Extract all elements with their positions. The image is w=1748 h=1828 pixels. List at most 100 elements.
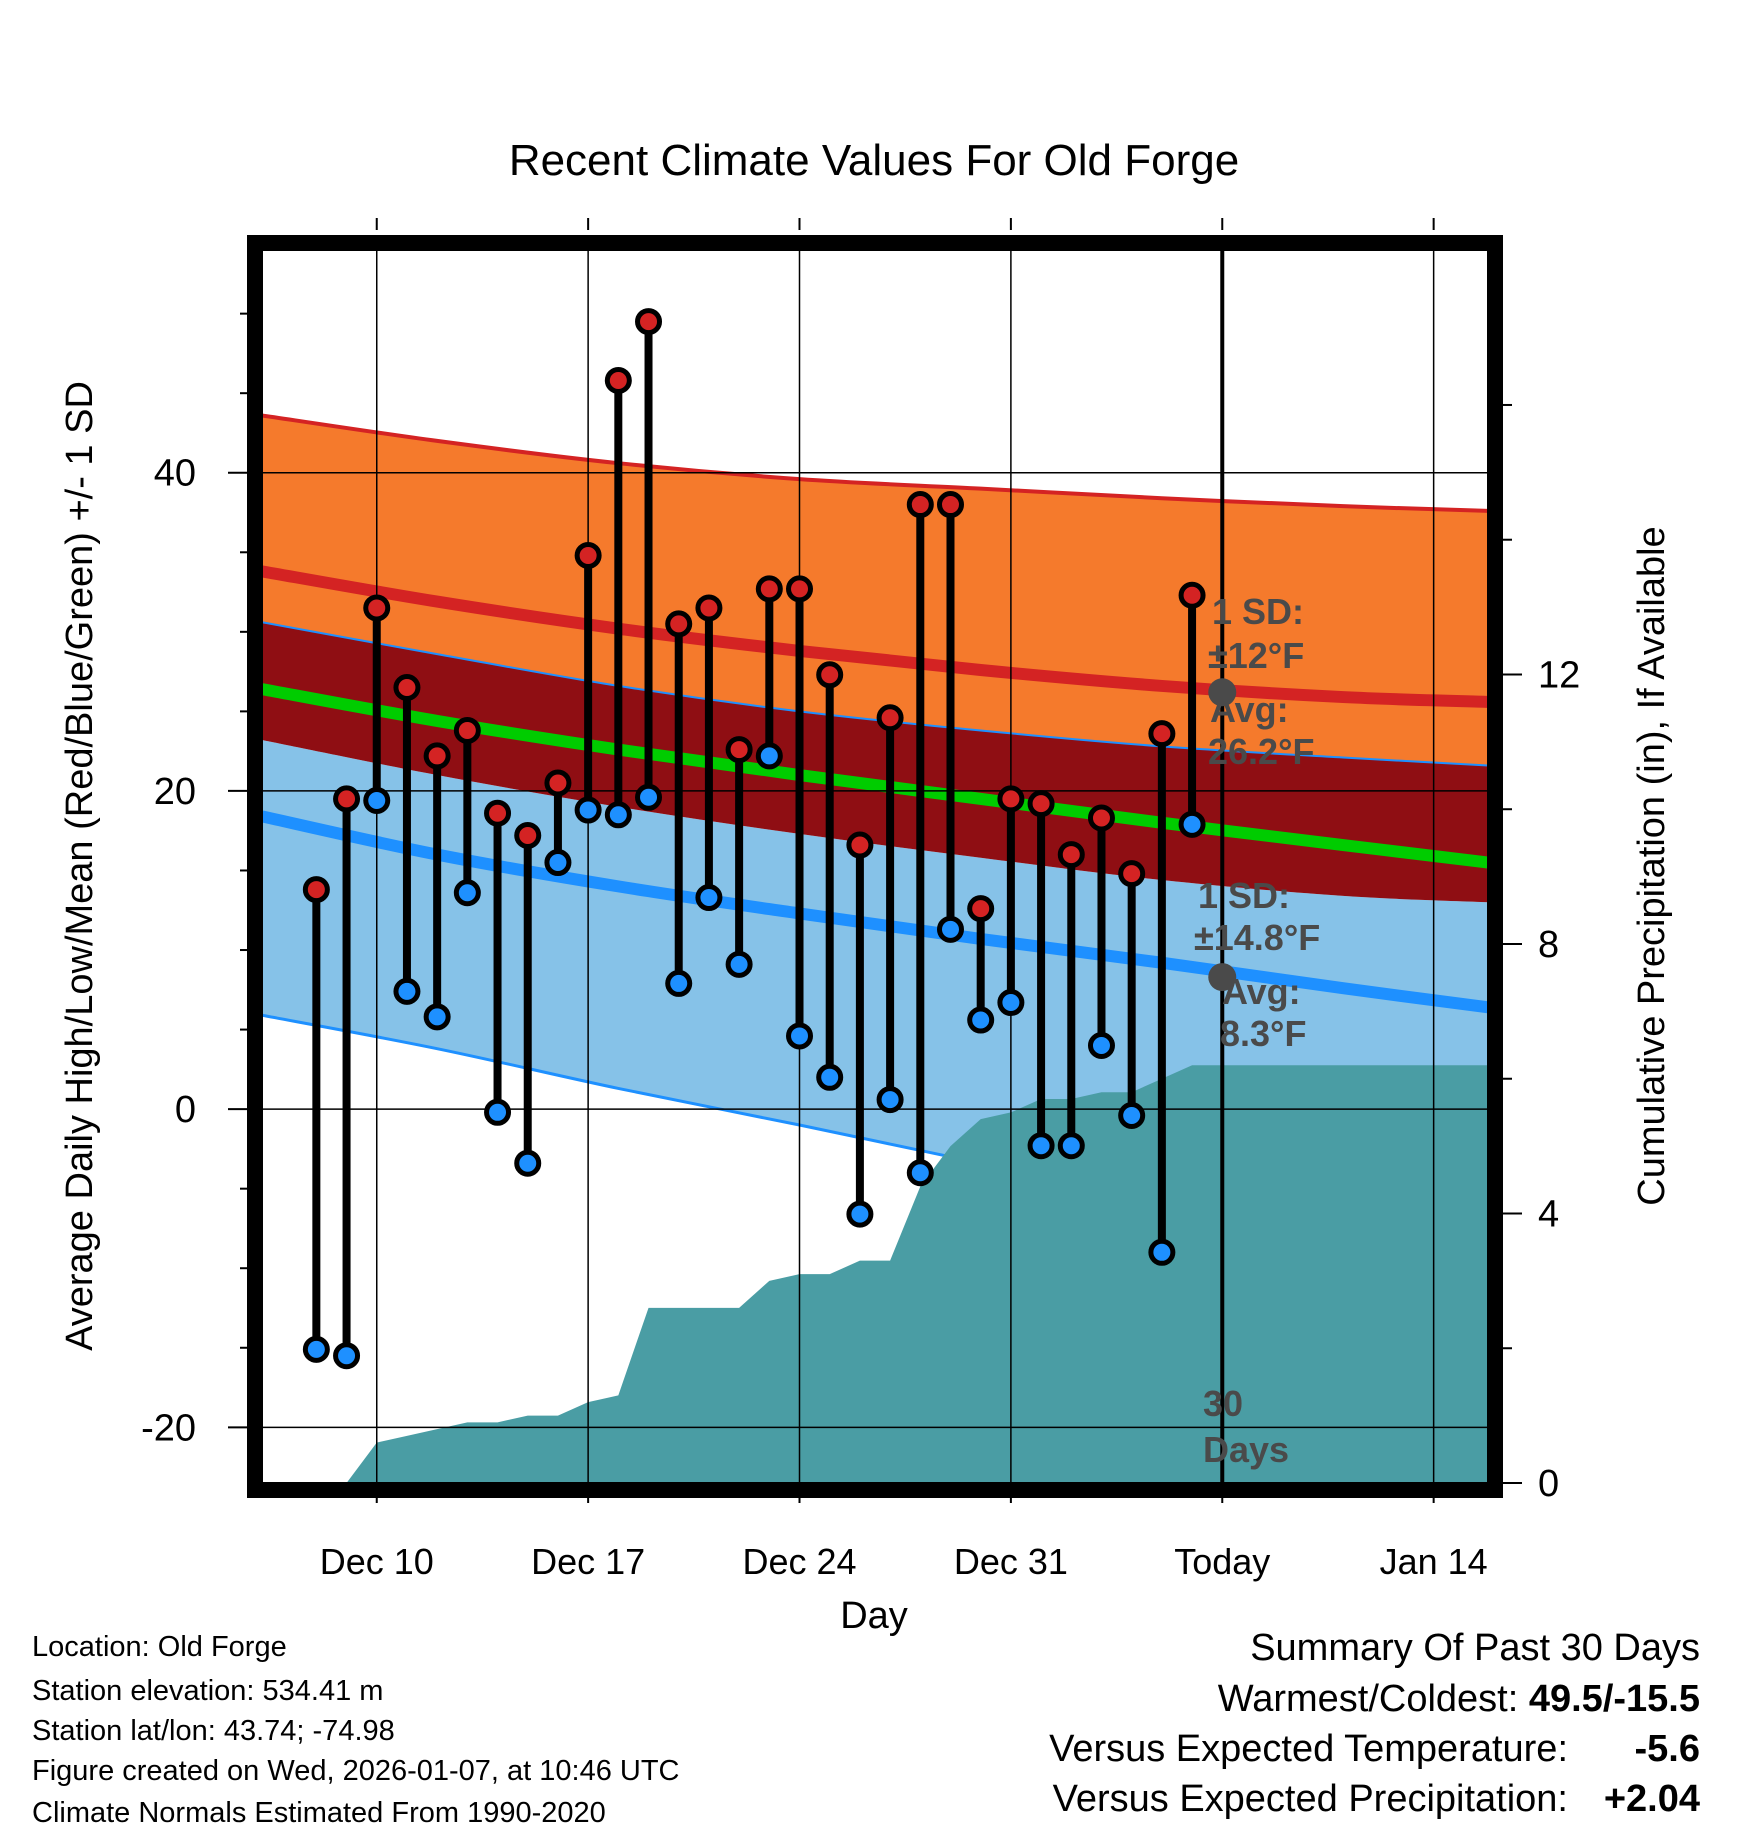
- daily-high-point: [846, 831, 874, 859]
- x-tick-label: Dec 24: [742, 1541, 856, 1582]
- daily-high-point: [635, 308, 663, 336]
- daily-high-point: [484, 799, 512, 827]
- y2-tick-label: 4: [1538, 1193, 1559, 1235]
- daily-high-point: [393, 674, 421, 702]
- daily-high-point: [453, 716, 481, 744]
- daily-low-point: [635, 783, 663, 811]
- y-tick-label: 20: [154, 771, 196, 813]
- daily-low-point: [816, 1063, 844, 1091]
- cumulative-precipitation-area: [316, 1065, 1488, 1483]
- y-tick-label: 40: [154, 453, 196, 495]
- x-tick-label: Dec 10: [320, 1541, 434, 1582]
- daily-low-point: [514, 1149, 542, 1177]
- y-tick-label: -20: [141, 1407, 196, 1449]
- daily-low-point: [1057, 1132, 1085, 1160]
- daily-high-point: [665, 610, 693, 638]
- summary-warmest-label: Warmest/Coldest:: [1218, 1678, 1519, 1720]
- summary-precip-value: +2.04: [1604, 1778, 1700, 1820]
- low-avg-value: 8.3°F: [1220, 1013, 1306, 1054]
- summary-temp-value: -5.6: [1635, 1728, 1700, 1770]
- y2-tick-label: 12: [1538, 654, 1580, 696]
- summary-temp-label: Versus Expected Temperature:: [1049, 1728, 1568, 1770]
- daily-low-point: [997, 989, 1025, 1017]
- daily-high-point: [816, 661, 844, 689]
- today-high-average-marker: [1208, 678, 1237, 707]
- daily-high-point: [574, 541, 602, 569]
- summary-precip-label: Versus Expected Precipitation:: [1053, 1778, 1568, 1820]
- axes: Dec 10 Dec 17 Dec 24 Dec 31 Today Jan 14 -20 0 2…: [141, 218, 1580, 1582]
- daily-high-point: [786, 575, 814, 603]
- daily-low-point: [755, 742, 783, 770]
- daily-low-point: [967, 1006, 995, 1034]
- daily-high-point: [604, 366, 632, 394]
- y-axis-label: Average Daily High/Low/Mean (Red/Blue/Gr…: [59, 381, 101, 1351]
- chart-title: Recent Climate Values For Old Forge: [509, 136, 1239, 185]
- high-avg-label: Avg:: [1210, 689, 1289, 730]
- daily-high-point: [302, 876, 330, 904]
- daily-low-point: [1087, 1031, 1115, 1059]
- low-sd-label: 1 SD:: [1198, 875, 1290, 916]
- daily-high-point: [544, 769, 572, 797]
- daily-low-point: [574, 796, 602, 824]
- daily-low-point: [1148, 1238, 1176, 1266]
- daily-high-low-bars: [302, 308, 1206, 1370]
- today-low-average-marker: [1208, 963, 1237, 992]
- daily-high-point: [755, 575, 783, 603]
- info-elevation: Station elevation: 534.41 m: [32, 1675, 383, 1707]
- today-normal-markers: [1208, 678, 1237, 992]
- daily-low-point: [1118, 1101, 1146, 1129]
- daily-low-point: [936, 915, 964, 943]
- daily-high-point: [876, 704, 904, 732]
- x-tick-label: Today: [1174, 1541, 1270, 1582]
- x-axis-label: Day: [840, 1595, 908, 1637]
- y2-tick-label: 0: [1538, 1463, 1559, 1505]
- daily-low-point: [393, 977, 421, 1005]
- daily-high-point: [695, 594, 723, 622]
- daily-low-point: [665, 969, 693, 997]
- daily-low-point: [302, 1335, 330, 1363]
- normal-high-upper-line: [262, 413, 1488, 513]
- daily-low-point: [1027, 1132, 1055, 1160]
- x-tick-label: Dec 17: [531, 1541, 645, 1582]
- normal-low-average-line: [262, 810, 1488, 1014]
- low-sd-value: ±14.8°F: [1194, 917, 1320, 958]
- daily-high-point: [1178, 581, 1206, 609]
- today-window-label: 30 Days: [1203, 1383, 1289, 1470]
- daily-low-point: [725, 950, 753, 978]
- daily-high-point: [333, 785, 361, 813]
- daily-high-point: [1148, 720, 1176, 748]
- daily-low-point: [333, 1342, 361, 1370]
- daily-low-point: [906, 1159, 934, 1187]
- daily-low-point: [604, 801, 632, 829]
- high-sd-value: ±12°F: [1208, 635, 1304, 676]
- plot-frame: [247, 235, 1503, 1498]
- daily-low-point: [786, 1022, 814, 1050]
- daily-low-point: [484, 1098, 512, 1126]
- y-tick-label: 0: [175, 1089, 196, 1131]
- summary-box: Summary Of Past 30 Days Warmest/Coldest:…: [1049, 1627, 1700, 1820]
- daily-high-point: [1087, 804, 1115, 832]
- info-normals: Climate Normals Estimated From 1990-2020: [32, 1797, 606, 1828]
- low-avg-label: Avg:: [1222, 971, 1301, 1012]
- daily-high-point: [725, 736, 753, 764]
- normal-annotations: 1 SD: ±12°F Avg: 26.2°F 1 SD: ±14.8°F Av…: [1194, 591, 1320, 1470]
- y2-tick-label: 8: [1538, 924, 1559, 966]
- daily-low-point: [1178, 810, 1206, 838]
- daily-high-point: [967, 895, 995, 923]
- daily-high-point: [1118, 860, 1146, 888]
- daily-high-point: [423, 742, 451, 770]
- summary-warmest: Warmest/Coldest: 49.5/-15.5: [1218, 1678, 1700, 1720]
- x-tick-label: Dec 31: [954, 1541, 1068, 1582]
- normal-high-sd-band: [262, 415, 1488, 766]
- summary-title: Summary Of Past 30 Days: [1250, 1627, 1700, 1669]
- station-info: Location: Old Forge Station elevation: 5…: [32, 1631, 680, 1828]
- info-latlon: Station lat/lon: 43.74; -74.98: [32, 1715, 395, 1747]
- daily-high-point: [1057, 841, 1085, 869]
- info-location: Location: Old Forge: [32, 1631, 287, 1663]
- daily-low-point: [544, 849, 572, 877]
- y2-axis-label: Cumulative Precipitation (in), If Availa…: [1631, 526, 1673, 1205]
- summary-warmest-value: 49.5/-15.5: [1529, 1678, 1700, 1720]
- daily-high-point: [906, 491, 934, 519]
- info-created: Figure created on Wed, 2026-01-07, at 10…: [32, 1755, 680, 1787]
